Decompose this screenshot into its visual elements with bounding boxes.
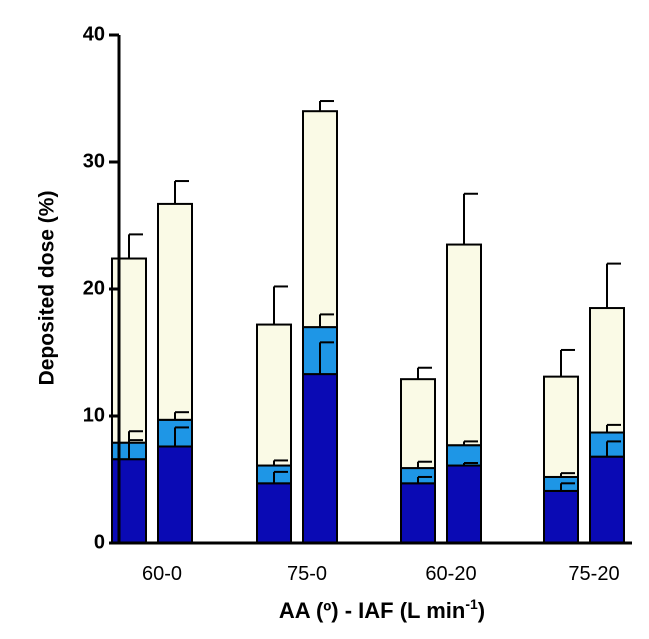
x-tick-label: 75-20 <box>568 563 619 585</box>
bar-segment-top-75-0-1 <box>256 323 292 467</box>
bars-layer <box>111 110 625 545</box>
error-bars-layer <box>128 100 621 491</box>
y-tick-label: 0 <box>94 531 105 553</box>
y-tick-label: 20 <box>83 277 105 299</box>
y-axis-title: Deposited dose (%) <box>36 191 59 386</box>
bar-segment-bottom-60-0-2 <box>157 445 193 545</box>
bar-segment-top-75-20-1 <box>543 375 579 478</box>
y-tick-label: 10 <box>83 404 105 426</box>
x-axis-title: AA (º) - IAF (L min-1) <box>279 596 485 623</box>
bar-segment-top-60-20-2 <box>446 243 482 447</box>
y-tick-label: 30 <box>83 150 105 172</box>
x-axis-title-main: AA (º) - IAF (L min <box>279 598 465 623</box>
x-axis-title-close: ) <box>478 598 485 623</box>
bar-segment-bottom-75-20-2 <box>589 455 625 545</box>
x-tick-label: 75-0 <box>287 563 327 585</box>
x-tick-label: 60-20 <box>425 563 476 585</box>
x-tick-label: 60-0 <box>142 563 182 585</box>
bar-segment-bottom-75-0-2 <box>302 373 338 544</box>
bar-segment-top-75-0-2 <box>302 110 338 329</box>
y-tick-label: 40 <box>83 23 105 45</box>
bar-segment-bottom-60-20-1 <box>400 482 436 544</box>
bar-segment-top-60-0-2 <box>157 202 193 421</box>
x-axis-title-superscript: -1 <box>465 596 478 612</box>
bar-segment-bottom-75-20-1 <box>543 489 579 544</box>
bar-segment-bottom-60-0-1 <box>111 458 147 544</box>
bar-segment-top-75-20-2 <box>589 307 625 434</box>
bar-segment-bottom-75-0-1 <box>256 482 292 544</box>
bar-segment-top-60-20-1 <box>400 378 436 470</box>
axes-layer: 60-0 75-0 60-20 75-20 0 10 20 30 40 <box>83 23 632 585</box>
bar-segment-bottom-60-20-2 <box>446 464 482 544</box>
